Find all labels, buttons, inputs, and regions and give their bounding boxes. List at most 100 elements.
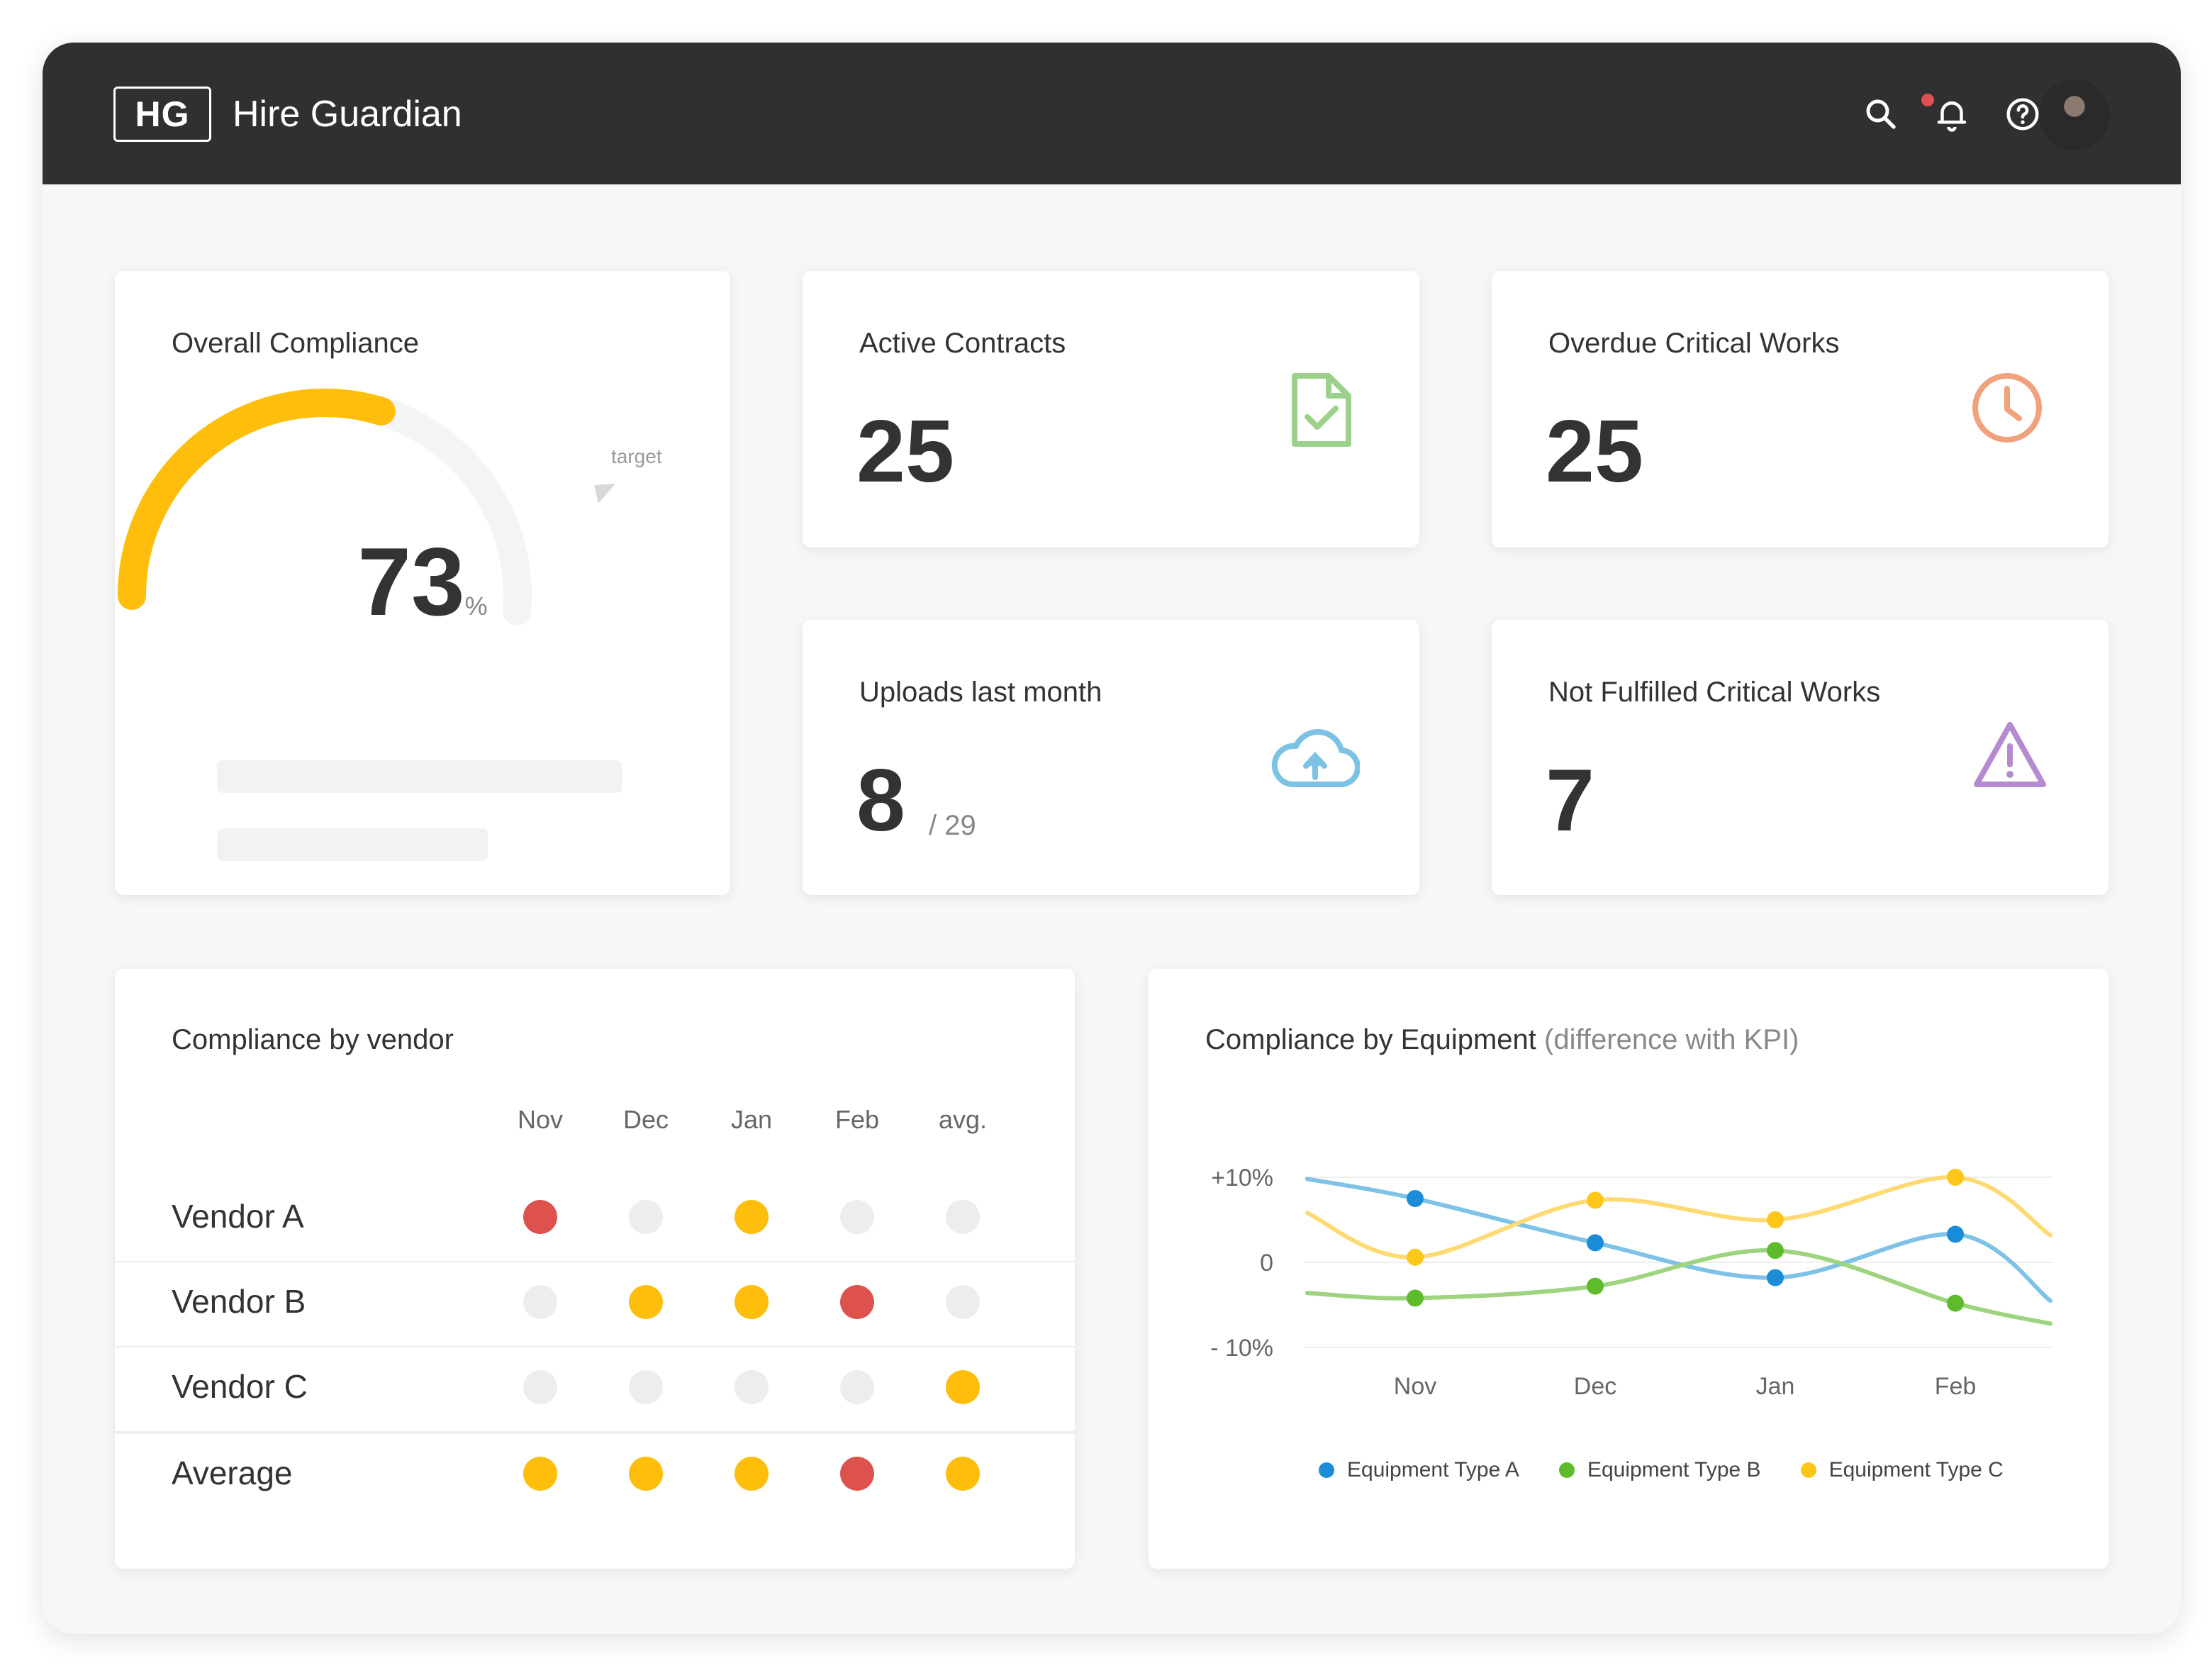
avatar[interactable] <box>2039 79 2110 150</box>
card-title: Overall Compliance <box>172 328 420 359</box>
x-tick-label: Nov <box>1394 1373 1436 1400</box>
compliance-unit: % <box>464 591 488 621</box>
x-tick-label: Feb <box>1935 1373 1977 1400</box>
search-icon[interactable] <box>1862 95 1900 133</box>
gauge-fill <box>118 389 396 610</box>
status-dot-yellow[interactable] <box>523 1457 557 1491</box>
data-point[interactable] <box>1767 1211 1784 1228</box>
card-title: Uploads last month <box>859 677 1102 708</box>
data-point[interactable] <box>1947 1225 1964 1243</box>
card-title: Compliance by vendor <box>172 1024 454 1055</box>
data-point[interactable] <box>1767 1242 1784 1260</box>
data-point[interactable] <box>1407 1190 1424 1207</box>
legend-item-type-c[interactable]: Equipment Type C <box>1800 1458 2004 1482</box>
vendor-row-label: Vendor B <box>172 1283 306 1320</box>
status-dot-yellow[interactable] <box>629 1457 663 1491</box>
chart-legend: Equipment Type A Equipment Type B Equipm… <box>1319 1458 2004 1482</box>
row-divider <box>115 1261 1075 1262</box>
uploads-value: 8 <box>856 752 905 850</box>
data-point[interactable] <box>1587 1234 1604 1252</box>
not-fulfilled-value: 7 <box>1546 752 1594 850</box>
status-dot-yellow[interactable] <box>734 1285 769 1319</box>
legend-label: Equipment Type A <box>1347 1458 1519 1481</box>
series-line-2 <box>1305 1174 2052 1260</box>
target-marker <box>594 484 615 504</box>
card-title: Active Contracts <box>859 328 1066 359</box>
status-dot-grey[interactable] <box>946 1285 980 1319</box>
status-dot-yellow[interactable] <box>946 1370 980 1404</box>
chart-subtitle: (difference with KPI) <box>1544 1024 1799 1055</box>
status-dot-grey[interactable] <box>840 1200 874 1234</box>
status-dot-yellow[interactable] <box>946 1457 980 1491</box>
y-tick-label: +10% <box>1211 1164 1273 1191</box>
app-title: Hire Guardian <box>233 94 462 135</box>
data-point[interactable] <box>1767 1269 1784 1286</box>
column-header: Nov <box>517 1105 564 1134</box>
chart-title: Compliance by Equipment <box>1205 1024 1536 1055</box>
y-tick-label: - 10% <box>1210 1335 1273 1362</box>
status-dot-grey[interactable] <box>734 1370 769 1404</box>
status-dot-grey[interactable] <box>629 1370 663 1404</box>
document-check-icon <box>1292 373 1351 447</box>
legend-label: Equipment Type C <box>1828 1458 2004 1481</box>
active-contracts-card[interactable]: Active Contracts 25 <box>803 271 1419 547</box>
compliance-number: 73 <box>357 528 465 635</box>
row-divider <box>115 1346 1075 1347</box>
dashboard-window: HG Hire Guardian Overall Compliance targ… <box>43 43 2181 1634</box>
column-header: Feb <box>834 1105 880 1134</box>
uploads-last-month-card[interactable]: Uploads last month 8 / 29 <box>803 620 1419 895</box>
status-dot-red[interactable] <box>523 1200 557 1234</box>
status-dot-yellow[interactable] <box>734 1457 769 1491</box>
status-dot-yellow[interactable] <box>629 1285 663 1319</box>
vendor-row-label: Vendor C <box>172 1368 308 1405</box>
placeholder-bar <box>217 760 622 793</box>
not-fulfilled-critical-works-card[interactable]: Not Fulfilled Critical Works 7 <box>1492 620 2108 895</box>
data-point[interactable] <box>1587 1277 1604 1295</box>
status-dot-red[interactable] <box>840 1457 874 1491</box>
column-header: avg. <box>938 1105 988 1134</box>
status-dot-grey[interactable] <box>840 1370 874 1404</box>
cloud-upload-icon <box>1271 729 1360 787</box>
data-point[interactable] <box>1947 1294 1964 1312</box>
data-point[interactable] <box>1407 1289 1424 1307</box>
help-icon[interactable] <box>2004 95 2042 133</box>
legend-swatch <box>1558 1462 1575 1478</box>
target-label: target <box>611 445 662 467</box>
average-row-label: Average <box>172 1455 293 1491</box>
compliance-by-vendor-card: Compliance by vendor Nov Dec Jan Feb avg… <box>115 969 1075 1569</box>
notification-badge <box>1921 94 1934 106</box>
row-divider <box>115 1431 1075 1434</box>
bell-icon[interactable] <box>1933 95 1971 133</box>
data-point[interactable] <box>1587 1191 1604 1209</box>
card-title: Not Fulfilled Critical Works <box>1548 677 1881 708</box>
data-point[interactable] <box>1947 1169 1964 1186</box>
legend-swatch <box>1800 1462 1816 1478</box>
status-dot-yellow[interactable] <box>734 1200 769 1234</box>
legend-swatch <box>1319 1462 1334 1478</box>
logo[interactable]: HG <box>113 87 211 142</box>
status-dot-grey[interactable] <box>629 1200 663 1234</box>
top-bar: HG Hire Guardian <box>43 43 2181 184</box>
active-contracts-value: 25 <box>856 403 954 501</box>
clock-icon <box>1972 373 2042 443</box>
data-point[interactable] <box>1407 1248 1424 1266</box>
status-dot-grey[interactable] <box>523 1285 557 1319</box>
status-dot-grey[interactable] <box>946 1200 980 1234</box>
compliance-value: 73% <box>115 526 730 637</box>
status-dot-red[interactable] <box>840 1285 874 1319</box>
overdue-value: 25 <box>1546 403 1643 501</box>
legend-label: Equipment Type B <box>1587 1458 1761 1481</box>
overdue-critical-works-card[interactable]: Overdue Critical Works 25 <box>1492 271 2108 547</box>
uploads-total: / 29 <box>929 810 976 841</box>
card-title: Overdue Critical Works <box>1548 328 1840 359</box>
x-tick-label: Jan <box>1756 1373 1795 1400</box>
equipment-line-chart: +10% 0 - 10% Nov Dec Jan Feb <box>1210 1164 2053 1400</box>
placeholder-bar <box>217 828 488 861</box>
overall-compliance-card: Overall Compliance target 73% <box>115 271 730 895</box>
chart-heading: Compliance by Equipment (difference with… <box>1205 1023 1799 1057</box>
status-dot-grey[interactable] <box>523 1370 557 1404</box>
y-tick-label: 0 <box>1260 1250 1273 1277</box>
legend-item-type-b[interactable]: Equipment Type B <box>1558 1458 1761 1482</box>
legend-item-type-a[interactable]: Equipment Type A <box>1319 1458 1519 1482</box>
x-tick-label: Dec <box>1574 1373 1616 1400</box>
